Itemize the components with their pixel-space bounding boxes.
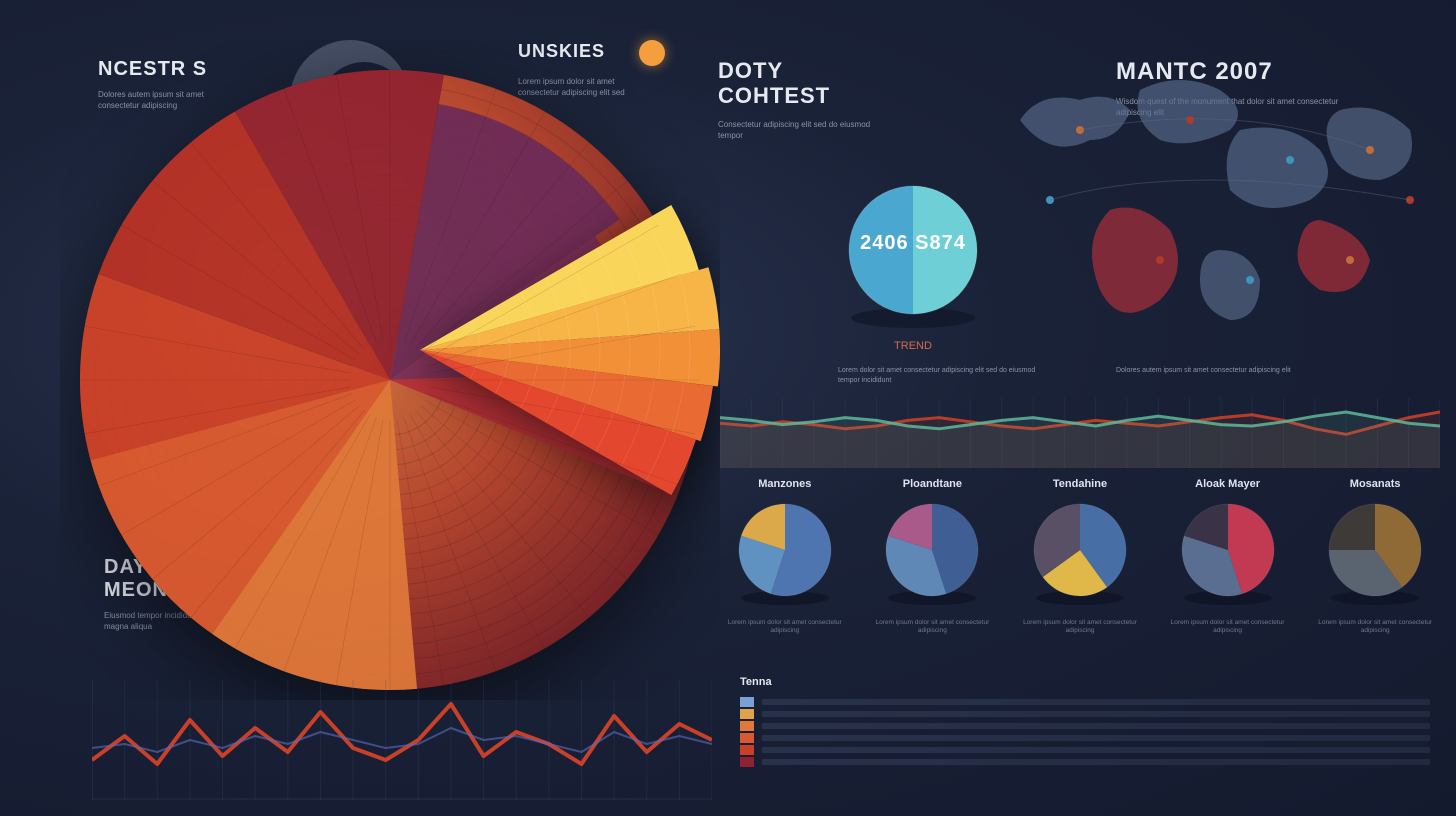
small-pie-0: Manzones Lorem ipsum dolor sit amet conse… <box>720 478 850 658</box>
center-donut-value: 2406 S874 <box>838 232 988 255</box>
doty-subtitle: Consectetur adipiscing elit sed do eiusm… <box>718 119 878 141</box>
legend-swatch <box>740 721 754 731</box>
small-pie-svg <box>730 498 840 608</box>
center-donut-sub: Lorem dolor sit amet consectetur adipisc… <box>838 366 1038 386</box>
legend-row <box>740 756 1430 768</box>
legend-rows <box>740 696 1430 768</box>
small-pie-sub: Lorem ipsum dolor sit amet consectetur a… <box>1310 619 1440 636</box>
bottom-line-chart <box>92 680 712 800</box>
small-pie-label: Aloak Mayer <box>1163 478 1293 490</box>
small-pie-svg <box>1320 498 1430 608</box>
doty-title-1: DOTY <box>718 58 878 83</box>
center-donut-caption: TREND <box>838 340 988 352</box>
doty-title-2: COHTEST <box>718 83 878 108</box>
world-map <box>990 60 1440 360</box>
center-donut-svg <box>838 180 988 330</box>
radial-chart <box>60 40 720 700</box>
small-pie-2: Tendahine Lorem ipsum dolor sit amet cons… <box>1015 478 1145 658</box>
small-pie-label: Manzones <box>720 478 850 490</box>
small-pie-1: Ploandtane Lorem ipsum dolor sit amet con… <box>868 478 998 658</box>
small-pie-label: Ploandtane <box>868 478 998 490</box>
small-pie-sub: Lorem ipsum dolor sit amet consectetur a… <box>720 619 850 636</box>
wave-chart <box>720 398 1440 468</box>
legend-swatch <box>740 733 754 743</box>
small-pie-sub: Lorem ipsum dolor sit amet consectetur a… <box>1163 619 1293 636</box>
small-pie-3: Aloak Mayer Lorem ipsum dolor sit amet co… <box>1163 478 1293 658</box>
legend-bar <box>762 759 1430 765</box>
small-pie-sub: Lorem ipsum dolor sit amet consectetur a… <box>1015 619 1145 636</box>
legend-swatch <box>740 745 754 755</box>
legend-swatch <box>740 697 754 707</box>
small-pie-svg <box>1173 498 1283 608</box>
small-pie-label: Tendahine <box>1015 478 1145 490</box>
legend-bar <box>762 711 1430 717</box>
legend-bar <box>762 747 1430 753</box>
legend-row <box>740 732 1430 744</box>
legend-row <box>740 696 1430 708</box>
small-pies-row: Manzones Lorem ipsum dolor sit amet conse… <box>720 478 1440 658</box>
legend-row <box>740 720 1430 732</box>
doty-block: DOTY COHTEST Consectetur adipiscing elit… <box>718 58 878 141</box>
small-pie-label: Mosanats <box>1310 478 1440 490</box>
legend-bar <box>762 723 1430 729</box>
legend-header: Tenna <box>740 676 1430 688</box>
small-pie-svg <box>1025 498 1135 608</box>
legend-block: Tenna <box>740 676 1430 768</box>
small-pie-4: Mosanats Lorem ipsum dolor sit amet conse… <box>1310 478 1440 658</box>
small-pie-sub: Lorem ipsum dolor sit amet consectetur a… <box>868 619 998 636</box>
legend-row <box>740 744 1430 756</box>
legend-swatch <box>740 709 754 719</box>
map-sub: Dolores autem ipsum sit amet consectetur… <box>1116 366 1336 376</box>
legend-row <box>740 708 1430 720</box>
legend-bar <box>762 735 1430 741</box>
legend-bar <box>762 699 1430 705</box>
legend-swatch <box>740 757 754 767</box>
center-donut: 2406 S874 TREND <box>838 180 988 330</box>
small-pie-svg <box>877 498 987 608</box>
